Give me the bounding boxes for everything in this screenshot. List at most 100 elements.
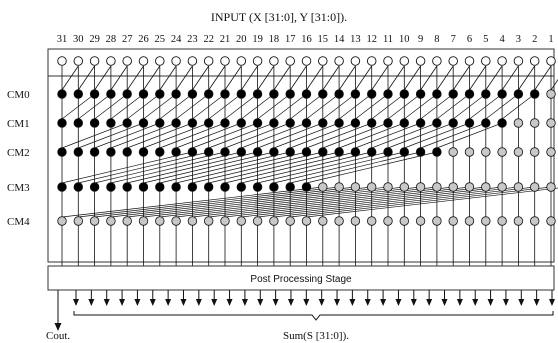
wire [257,122,323,149]
black-node-cm3-bit-29 [89,182,100,192]
black-node-cm2-bit-27 [122,147,132,157]
wire [306,93,340,120]
bit-label-28: 28 [106,34,117,45]
wire [257,186,519,218]
gray-node-cm3-bit-13 [350,182,361,192]
black-node-cm1-bit-10 [399,118,410,128]
gray-node-cm1-bit-3 [513,118,524,128]
wire [534,65,552,91]
gray-node-cm4-bit-22 [203,216,214,226]
black-node-cm0-bit-17 [285,89,295,99]
gray-node-cm3-bit-5 [481,182,491,192]
stage-labels: CM0 CM1 CM2 CM3 CM4 [7,89,30,228]
wire [485,93,519,120]
wire [61,122,128,149]
wire [355,93,389,120]
bit-label-7: 7 [451,34,456,45]
wire [110,122,177,149]
wire [387,65,405,91]
black-node-cm2-bit-19 [252,147,263,157]
black-node-cm0-bit-12 [367,89,377,99]
wire [387,93,421,120]
input-node-18 [269,56,279,66]
gray-node-cm4-bit-2 [530,216,540,226]
input-node-31 [57,56,67,66]
input-node-28 [106,56,116,66]
black-node-cm2-bit-20 [236,147,247,157]
wire [94,65,112,91]
gray-node-cm2-bit-7 [448,147,458,157]
wire [208,151,340,184]
gray-node-cm4-bit-19 [252,216,263,226]
bit-label-17: 17 [285,34,296,45]
wire [273,186,535,218]
input-node-25 [155,56,165,66]
gray-node-cm4-bit-3 [513,216,524,226]
wire [436,93,470,120]
wire [192,122,258,149]
wire [257,151,389,184]
sum-arrow-bit-23 [195,299,202,306]
gray-node-cm4-bit-7 [448,216,458,226]
black-node-cm0-bit-29 [89,89,100,99]
black-node-cm0-bit-24 [171,89,181,99]
gray-node-cm4-bit-5 [481,216,491,226]
sum-arrow-bit-7 [441,299,448,306]
black-node-cm2-bit-30 [73,147,84,157]
sum-arrow-bit-27 [134,299,141,306]
wire [371,122,438,149]
wire [143,186,405,218]
wire [403,65,421,91]
wire [78,186,340,218]
bit-label-29: 29 [89,34,100,45]
black-node-cm3-bit-20 [236,182,247,192]
sum-arrow-bit-19 [257,299,264,306]
input-node-27 [122,56,132,66]
wire [208,65,226,91]
wire [420,122,486,149]
wire [257,65,275,91]
input-node-17 [285,56,295,66]
black-node-cm0-bit-21 [220,89,230,99]
wire [452,93,487,120]
input-node-16 [301,56,312,66]
black-node-cm1-bit-11 [383,118,393,128]
wire [469,65,487,91]
sum-arrow-bit-5 [472,299,479,306]
input-node-24 [171,56,181,66]
sum-arrow-bit-31 [73,299,79,306]
sum-arrow-bit-10 [395,299,402,306]
input-node-7 [448,56,458,66]
gray-node-cm4-bit-21 [220,216,230,226]
bit-label-2: 2 [532,34,537,45]
wire [404,122,470,149]
sum-arrow-bit-3 [502,299,509,306]
sum-arrow-bit-26 [149,299,156,306]
wire [241,93,275,120]
wire [501,65,519,91]
bit-label-4: 4 [499,34,505,45]
black-node-cm3-bit-26 [138,182,149,192]
sum-arrow-bit-8 [426,299,433,306]
input-node-22 [203,56,214,66]
sum-arrow-bit-13 [349,299,356,306]
black-node-cm0-bit-20 [236,89,247,99]
gray-node-cm0-bit-1 [546,89,556,99]
wire [127,122,193,149]
wire [175,122,242,149]
wire [355,122,421,149]
black-node-cm1-bit-22 [203,118,214,128]
black-node-cm0-bit-31 [57,89,67,99]
gray-node-cm4-bit-9 [415,216,426,226]
bit-label-20: 20 [236,34,247,45]
bit-label-15: 15 [318,34,329,45]
wire [208,186,470,218]
cout-label: Cout. [46,330,70,342]
wire [192,186,454,218]
gray-node-cm4-bit-20 [236,216,247,226]
black-node-cm3-bit-30 [73,182,84,192]
input-node-2 [529,56,540,66]
wire [192,151,323,184]
black-node-cm1-bit-17 [285,118,295,128]
black-node-cm0-bit-23 [187,89,198,99]
